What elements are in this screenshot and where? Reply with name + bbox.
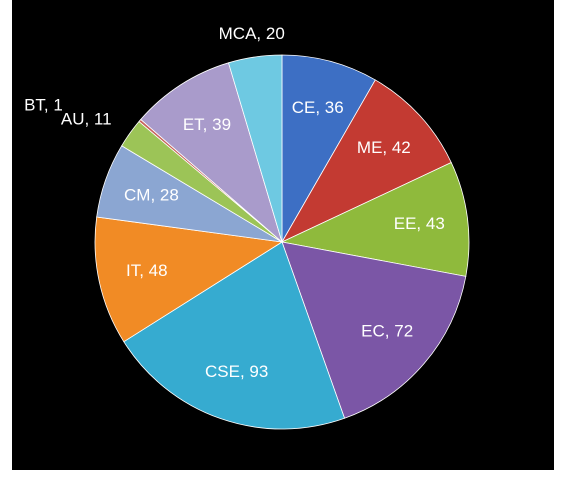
data-label: CM, 28 <box>124 186 179 205</box>
data-label: BT, 1 <box>24 95 63 114</box>
data-label: AU, 11 <box>61 110 112 129</box>
data-label: ME, 42 <box>357 138 411 157</box>
data-label: EC, 72 <box>361 321 413 340</box>
data-label: ET, 39 <box>183 115 231 134</box>
data-label: IT, 48 <box>126 261 168 280</box>
pie-slice <box>280 161 470 277</box>
pie-slice <box>123 241 346 430</box>
pie-slice <box>94 216 284 343</box>
pie-slice <box>281 241 467 419</box>
data-label: EE, 43 <box>394 214 445 233</box>
data-label: MCA, 20 <box>219 24 285 43</box>
pie-slice <box>140 62 283 244</box>
data-label: CE, 36 <box>292 98 344 117</box>
pie-slice <box>281 54 376 244</box>
pie-slice <box>281 79 452 243</box>
pie-slice <box>227 54 283 243</box>
data-label: CSE, 93 <box>205 362 268 381</box>
